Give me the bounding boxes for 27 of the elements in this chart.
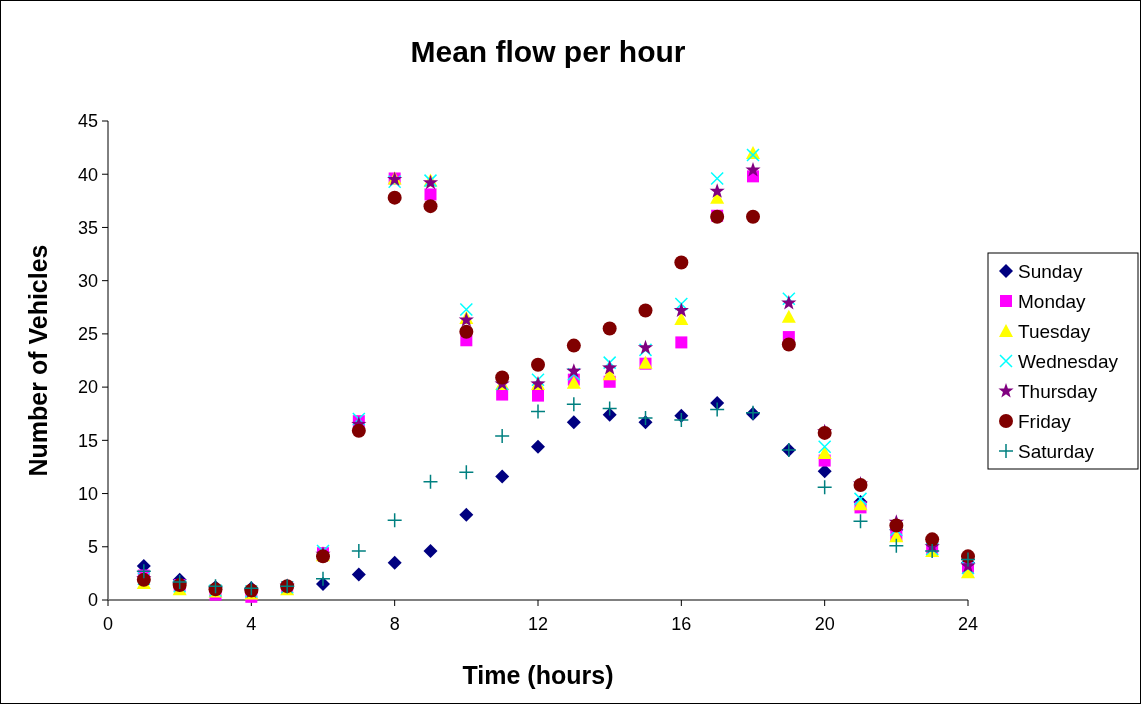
x-tick-label: 12 <box>527 614 549 634</box>
x-tick-label: 4 <box>246 614 257 634</box>
legend-label: Friday <box>1018 410 1072 432</box>
legend-label: Tuesday <box>1018 320 1091 342</box>
y-tick-label: 35 <box>77 217 98 238</box>
x-tick-label: 8 <box>389 614 400 634</box>
x-tick-label: 16 <box>671 614 692 634</box>
legend-label: Sunday <box>1018 260 1083 282</box>
y-tick-label: 25 <box>77 324 98 345</box>
y-tick-label: 30 <box>77 270 98 291</box>
legend-label: Wednesday <box>1018 350 1119 372</box>
y-tick-label: 0 <box>87 590 98 611</box>
y-tick-label: 45 <box>77 111 98 132</box>
y-tick-label: 5 <box>87 537 98 558</box>
x-tick-label: 0 <box>102 614 114 634</box>
x-tick-label: 20 <box>814 614 835 634</box>
x-axis-title: Time (hours) <box>462 661 614 689</box>
x-tick-label: 24 <box>957 614 979 634</box>
y-axis-title: Number of Vehicles <box>24 244 52 477</box>
y-tick-label: 40 <box>77 164 98 185</box>
legend-label: Thursday <box>1018 380 1098 402</box>
y-tick-label: 10 <box>77 483 98 504</box>
legend-label: Saturday <box>1018 440 1095 462</box>
y-tick-label: 15 <box>77 430 98 451</box>
chart-title: Mean flow per hour <box>410 35 686 68</box>
legend-label: Monday <box>1018 290 1087 312</box>
y-tick-label: 20 <box>77 377 98 398</box>
